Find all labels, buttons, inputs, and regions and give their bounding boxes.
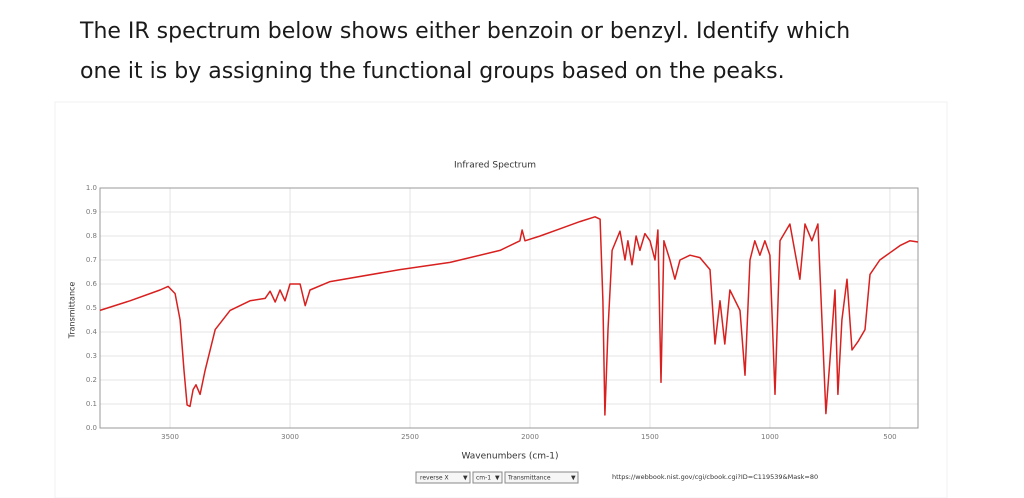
dropdown-label[interactable]: Transmittance <box>507 475 551 482</box>
dropdown-label[interactable]: reverse X <box>420 475 449 482</box>
controls: reverse X ▼ cm-1 ▼ Transmittance ▼ <box>415 471 579 484</box>
y-tick-label: 0.3 <box>86 352 97 360</box>
y-axis-label: Transmittance <box>68 282 77 340</box>
dropdown-arrow: ▼ <box>463 475 468 482</box>
y-tick-label: 0.4 <box>86 328 98 336</box>
source-url: https://webbook.nist.gov/cgi/cbook.cgi?I… <box>612 473 818 481</box>
x-tick-label: 2000 <box>521 433 539 441</box>
chart-panel <box>54 101 948 498</box>
x-tick-label: 1000 <box>761 433 779 441</box>
y-tick-label: 0.6 <box>86 280 98 288</box>
y-tick-label: 0.7 <box>86 256 97 264</box>
question-line: one it is by assigning the functional gr… <box>80 59 785 84</box>
y-tick-label: 0.8 <box>86 232 97 240</box>
x-tick-label: 500 <box>883 433 896 441</box>
y-tick-label: 0.9 <box>86 208 97 216</box>
chart-title: Infrared Spectrum <box>454 161 536 171</box>
y-tick-label: 0.1 <box>86 400 97 408</box>
y-tick-label: 0.2 <box>86 376 97 384</box>
x-axis-label: Wavenumbers (cm-1) <box>461 452 558 462</box>
x-tick-label: 3500 <box>161 433 179 441</box>
spectrum-line <box>99 216 919 416</box>
x-tick-label: 2500 <box>401 433 419 441</box>
y-tick-label: 0.5 <box>86 304 97 312</box>
y-tick-label: 1.0 <box>86 184 97 192</box>
dropdown-arrow: ▼ <box>571 475 576 482</box>
plot-frame <box>99 187 919 429</box>
y-tick-label: 0.0 <box>86 424 97 432</box>
dropdown-arrow: ▼ <box>495 475 500 482</box>
dropdown-label[interactable]: cm-1 <box>476 475 491 482</box>
question-line: The IR spectrum below shows either benzo… <box>79 19 850 44</box>
dropdown[interactable] <box>504 471 579 484</box>
x-tick-label: 3000 <box>281 433 299 441</box>
x-tick-label: 1500 <box>641 433 659 441</box>
dropdown[interactable] <box>415 471 471 484</box>
dropdown[interactable] <box>472 471 503 484</box>
